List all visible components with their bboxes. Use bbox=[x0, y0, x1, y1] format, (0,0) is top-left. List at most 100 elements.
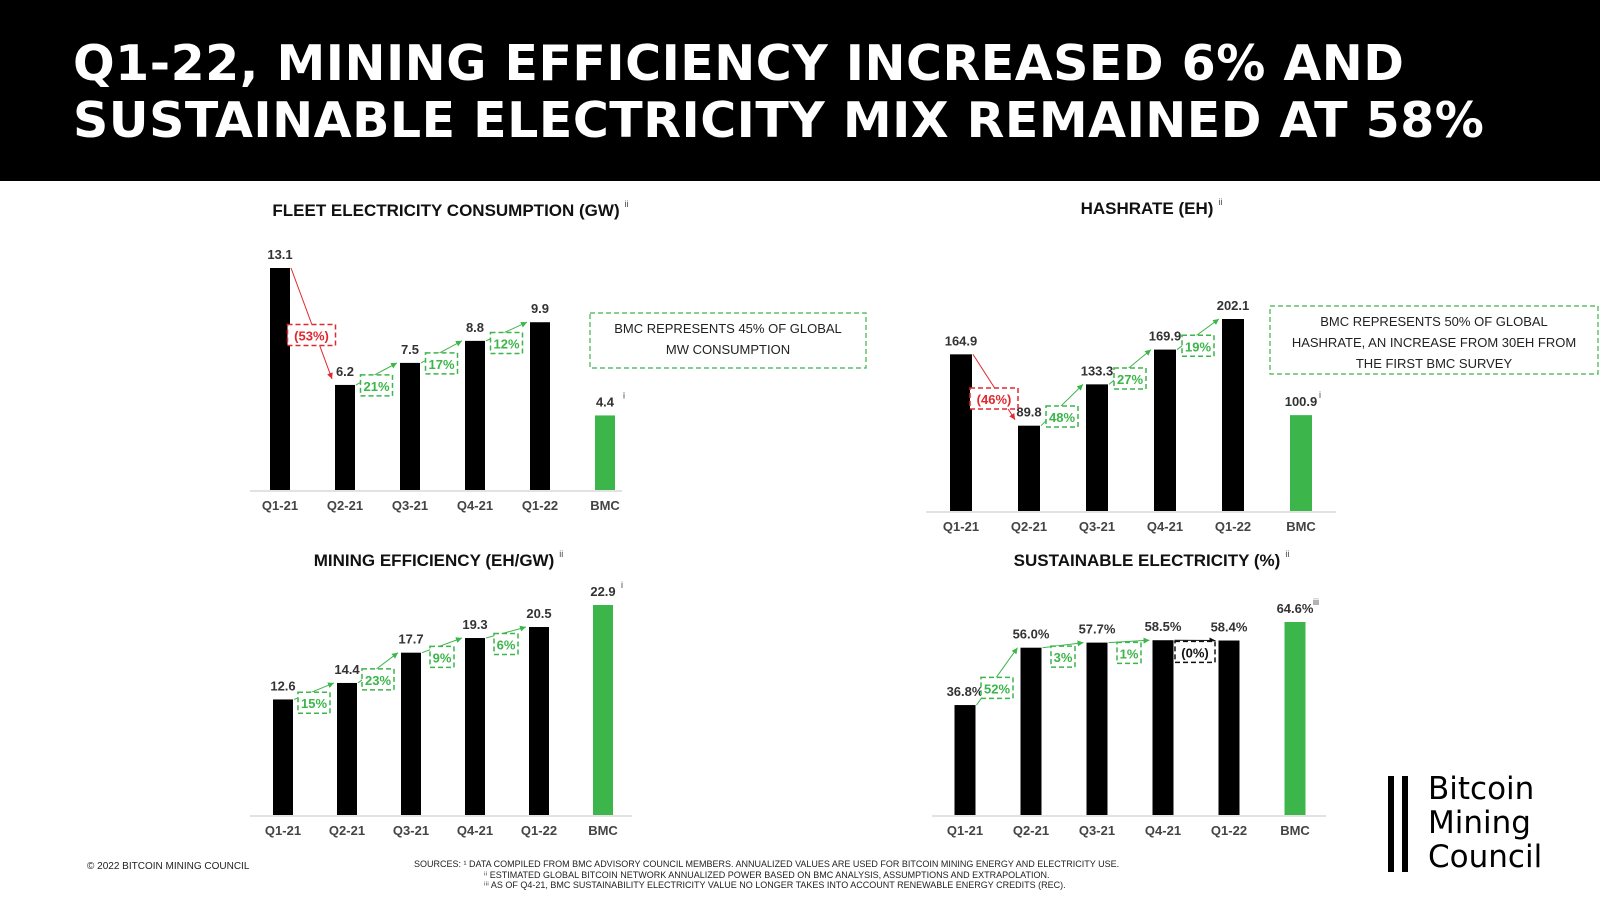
source-note-1: SOURCES: ¹ DATA COMPILED FROM BMC ADVISO… bbox=[414, 859, 1120, 869]
sustainable-tick-3: Q4-21 bbox=[1145, 823, 1181, 838]
source-note-2: ⁱⁱ ESTIMATED GLOBAL BITCOIN NETWORK ANNU… bbox=[484, 869, 1050, 880]
hashrate-value-label-1: 89.8 bbox=[1016, 405, 1041, 420]
fleet-change-label-3: 12% bbox=[493, 337, 519, 352]
efficiency-tick-0: Q1-21 bbox=[265, 823, 301, 838]
fleet-value-label-2: 7.5 bbox=[401, 342, 419, 357]
hashrate-callout-line-1: HASHRATE, AN INCREASE FROM 30EH FROM bbox=[1292, 335, 1576, 350]
hashrate-value-label-5: 100.9 bbox=[1285, 394, 1318, 409]
logo-word-council: Council bbox=[1428, 839, 1543, 875]
sustainable-title: SUSTAINABLE ELECTRICITY (%) bbox=[1014, 551, 1281, 570]
efficiency-value-label-3: 19.3 bbox=[462, 617, 487, 632]
efficiency-bar-q1-21 bbox=[273, 699, 293, 815]
efficiency-bar-q1-22 bbox=[529, 627, 549, 815]
fleet-bar-q3-21 bbox=[400, 362, 420, 490]
fleet-bar-q1-21 bbox=[270, 268, 290, 490]
hashrate-tick-0: Q1-21 bbox=[943, 519, 979, 534]
fleet-title: FLEET ELECTRICITY CONSUMPTION (GW) bbox=[272, 201, 619, 220]
hashrate-bar-q4-21 bbox=[1154, 349, 1176, 511]
fleet-change-label-1: 21% bbox=[363, 379, 389, 394]
hashrate-bar-q1-22 bbox=[1222, 319, 1244, 511]
sustainable-value-label-0: 36.8% bbox=[947, 684, 984, 699]
source-note-3: ⁱⁱⁱ AS OF Q4-21, BMC SUSTAINABILITY ELEC… bbox=[484, 880, 1066, 890]
logo-bar-right bbox=[1402, 776, 1408, 872]
hashrate-tick-4: Q1-22 bbox=[1215, 519, 1251, 534]
sustainable-value-sup-5: iii bbox=[1313, 597, 1319, 607]
fleet-value-label-0: 13.1 bbox=[267, 247, 292, 262]
sustainable-title-sup: ii bbox=[1285, 549, 1289, 559]
sustainable-change-label-3: (0%) bbox=[1181, 645, 1208, 660]
page-title-line-2: SUSTAINABLE ELECTRICITY MIX REMAINED AT … bbox=[73, 92, 1485, 149]
sustainable-tick-1: Q2-21 bbox=[1013, 823, 1049, 838]
hashrate-change-label-3: 19% bbox=[1185, 339, 1211, 354]
efficiency-change-label-1: 23% bbox=[365, 673, 391, 688]
efficiency-bar-q2-21 bbox=[337, 682, 357, 815]
fleet-value-label-3: 8.8 bbox=[466, 320, 484, 335]
sustainable-bar-bmc bbox=[1284, 622, 1306, 815]
hashrate-value-label-2: 133.3 bbox=[1081, 363, 1114, 378]
hashrate-change-box-1 bbox=[1045, 405, 1079, 428]
efficiency-change-box-1 bbox=[361, 668, 395, 691]
efficiency-value-sup-5: i bbox=[621, 580, 623, 590]
sustainable-tick-4: Q1-22 bbox=[1211, 823, 1247, 838]
logo-word-mining: Mining bbox=[1428, 805, 1531, 841]
hashrate-callout-line-2: THE FIRST BMC SURVEY bbox=[1356, 356, 1513, 371]
fleet-bar-q1-22 bbox=[530, 322, 550, 490]
hashrate-change-box-3 bbox=[1181, 334, 1215, 358]
fleet-tick-5: BMC bbox=[590, 498, 620, 513]
fleet-tick-2: Q3-21 bbox=[392, 498, 428, 513]
efficiency-value-label-0: 12.6 bbox=[270, 678, 295, 693]
hashrate-bar-q2-21 bbox=[1018, 425, 1040, 511]
efficiency-value-label-2: 17.7 bbox=[398, 632, 423, 647]
sustainable-change-box-1 bbox=[1050, 645, 1076, 668]
fleet-tick-0: Q1-21 bbox=[262, 498, 298, 513]
sustainable-value-label-2: 57.7% bbox=[1079, 622, 1116, 637]
hashrate-title-sup: ii bbox=[1218, 197, 1222, 207]
fleet-value-label-5: 4.4 bbox=[596, 394, 615, 409]
fleet-tick-4: Q1-22 bbox=[522, 498, 558, 513]
fleet-callout-line-1: MW CONSUMPTION bbox=[666, 342, 790, 357]
hashrate-tick-5: BMC bbox=[1286, 519, 1316, 534]
hashrate-bar-q1-21 bbox=[950, 354, 972, 511]
hashrate-change-box-0 bbox=[969, 387, 1019, 410]
sustainable-bar-q2-21 bbox=[1020, 647, 1042, 815]
efficiency-change-box-3 bbox=[493, 632, 519, 656]
fleet-callout-line-0: BMC REPRESENTS 45% OF GLOBAL bbox=[614, 321, 842, 336]
hashrate-bar-q3-21 bbox=[1086, 384, 1108, 511]
efficiency-bar-bmc bbox=[593, 605, 613, 815]
efficiency-tick-3: Q4-21 bbox=[457, 823, 493, 838]
efficiency-change-label-2: 9% bbox=[433, 650, 452, 665]
logo-bar-left bbox=[1388, 776, 1394, 872]
sources-footnotes: SOURCES: ¹ DATA COMPILED FROM BMC ADVISO… bbox=[414, 859, 1119, 891]
fleet-value-label-4: 9.9 bbox=[531, 301, 549, 316]
sustainable-bar-q3-21 bbox=[1086, 642, 1108, 815]
hashrate-change-label-2: 27% bbox=[1117, 372, 1143, 387]
efficiency-change-label-0: 15% bbox=[301, 696, 327, 711]
bmc-logo: Bitcoin Mining Council bbox=[1388, 772, 1563, 874]
hashrate-bar-bmc bbox=[1290, 415, 1312, 511]
efficiency-change-label-3: 6% bbox=[497, 638, 516, 653]
hashrate-tick-3: Q4-21 bbox=[1147, 519, 1183, 534]
logo-wordmark: Bitcoin Mining Council bbox=[1428, 772, 1542, 874]
fleet-callout-box bbox=[589, 312, 867, 369]
copyright-text: © 2022 BITCOIN MINING COUNCIL bbox=[87, 861, 250, 872]
efficiency-title: MINING EFFICIENCY (EH/GW) bbox=[314, 551, 555, 570]
efficiency-change-arrow-2 bbox=[421, 637, 463, 654]
hashrate-change-arrow-0 bbox=[972, 354, 1016, 420]
efficiency-tick-1: Q2-21 bbox=[329, 823, 365, 838]
hashrate-value-sup-5: i bbox=[1319, 390, 1321, 400]
fleet-title-sup: ii bbox=[625, 199, 629, 209]
efficiency-tick-2: Q3-21 bbox=[393, 823, 429, 838]
sustainable-value-label-1: 56.0% bbox=[1013, 627, 1050, 642]
fleet-change-box-3 bbox=[489, 331, 524, 355]
sustainable-tick-5: BMC bbox=[1280, 823, 1310, 838]
fleet-bar-bmc bbox=[595, 415, 615, 490]
hashrate-change-box-2 bbox=[1113, 367, 1147, 390]
hashrate-change-label-0: (46%) bbox=[977, 392, 1012, 407]
sustainable-tick-2: Q3-21 bbox=[1079, 823, 1115, 838]
fleet-value-label-1: 6.2 bbox=[336, 364, 354, 379]
efficiency-tick-4: Q1-22 bbox=[521, 823, 557, 838]
efficiency-change-arrow-3 bbox=[485, 625, 527, 639]
hashrate-value-label-4: 202.1 bbox=[1217, 298, 1250, 313]
sustainable-change-arrow-2 bbox=[1108, 637, 1150, 644]
hashrate-tick-2: Q3-21 bbox=[1079, 519, 1115, 534]
